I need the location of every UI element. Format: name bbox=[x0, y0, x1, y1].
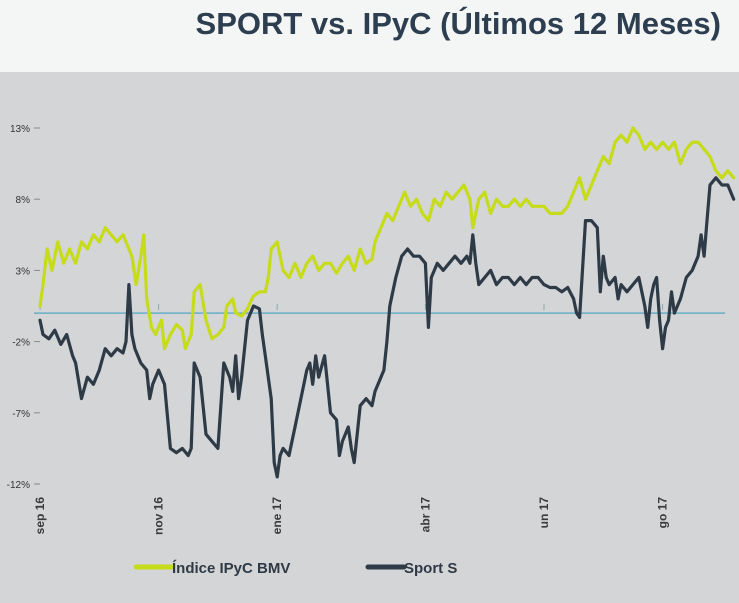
y-tick-label: -7% bbox=[12, 409, 30, 420]
legend-label-ipyc: Índice IPyC BMV bbox=[172, 560, 290, 577]
chart-panel: 13% 8% 3% -2% -7% -12% sep 16 nov 16 ene 17 abr … bbox=[0, 72, 739, 603]
series-line-sport bbox=[38, 176, 736, 479]
y-axis: 13% 8% 3% -2% -7% -12% bbox=[7, 124, 40, 491]
page-title: SPORT vs. IPyC (Últimos 12 Meses) bbox=[195, 6, 721, 41]
x-tick-label: un 17 bbox=[537, 497, 551, 529]
x-axis: sep 16 nov 16 ene 17 abr 17 un 17 go 17 bbox=[33, 304, 670, 535]
y-tick-label: 8% bbox=[16, 195, 31, 206]
series-layer bbox=[38, 126, 736, 479]
x-tick-label: abr 17 bbox=[418, 497, 432, 533]
legend-label-sport: Sport S bbox=[404, 560, 457, 577]
y-tick-label: 3% bbox=[16, 266, 31, 277]
y-tick-label: -12% bbox=[7, 480, 30, 491]
y-tick-label: -2% bbox=[12, 338, 30, 349]
x-tick-label: go 17 bbox=[656, 497, 670, 529]
x-tick-label: nov 16 bbox=[152, 497, 166, 535]
y-tick-label: 13% bbox=[10, 124, 30, 135]
series-line-ipyc bbox=[38, 126, 736, 351]
x-tick-label: ene 17 bbox=[270, 497, 284, 535]
legend: Índice IPyC BMV Sport S bbox=[133, 560, 457, 577]
x-tick-label: sep 16 bbox=[33, 497, 47, 535]
line-chart: 13% 8% 3% -2% -7% -12% sep 16 nov 16 ene 17 abr … bbox=[7, 124, 736, 577]
